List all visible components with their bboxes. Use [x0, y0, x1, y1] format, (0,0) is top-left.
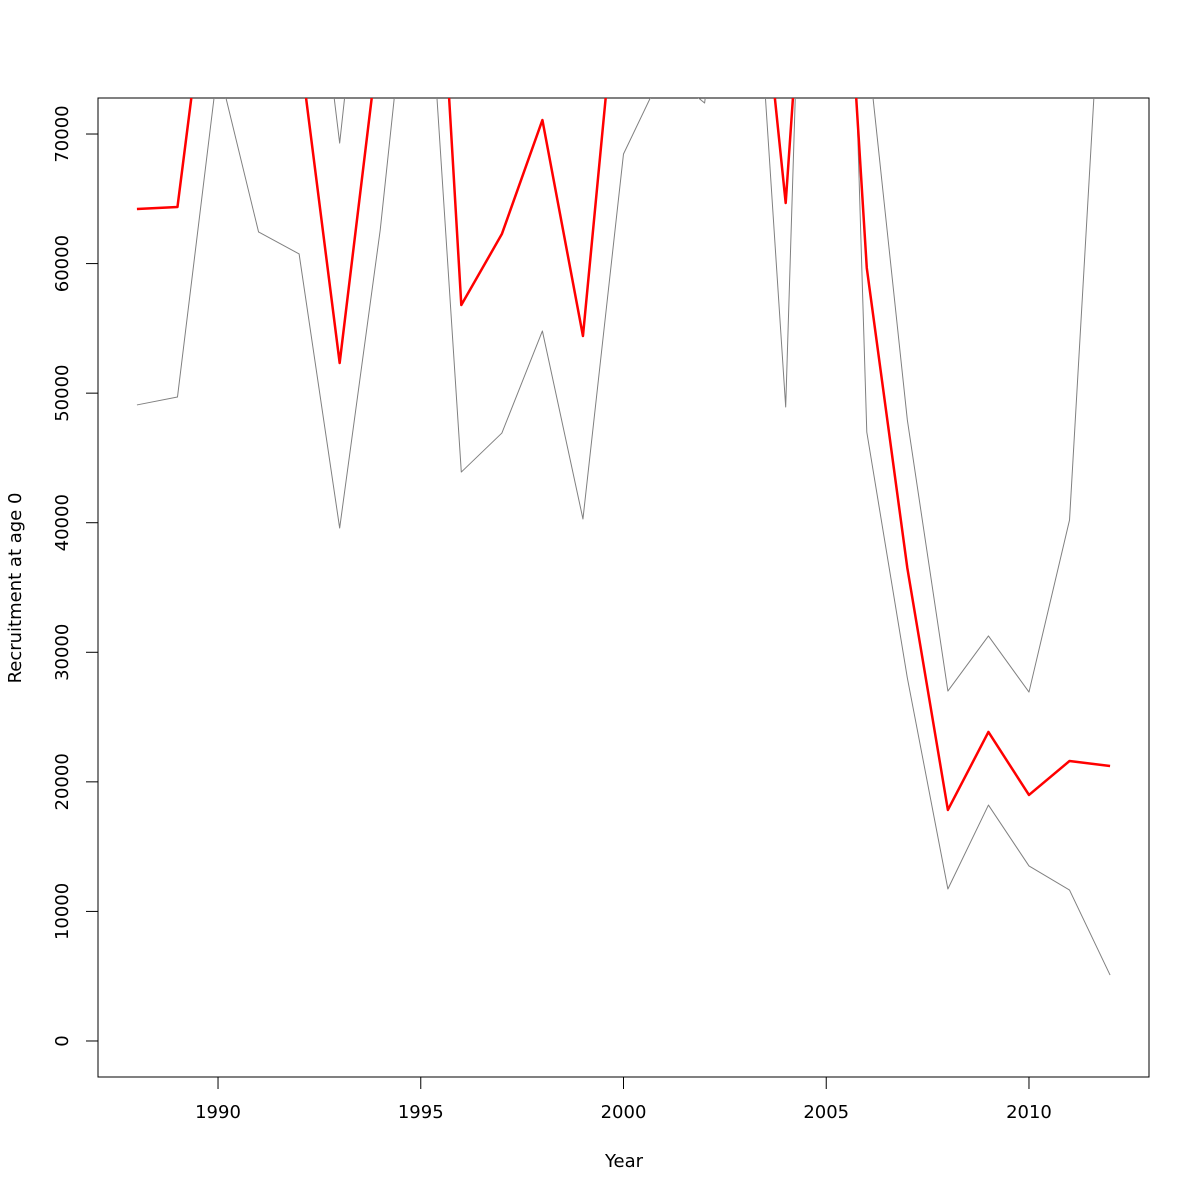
series-line	[136, 98, 1111, 976]
x-tick-label: 2010	[1006, 1102, 1052, 1123]
x-tick-label: 1995	[398, 1102, 444, 1123]
y-tick-label: 70000	[52, 105, 73, 162]
plot-area	[136, 98, 1111, 976]
y-tick-label: 20000	[52, 753, 73, 810]
x-tick-label: 2005	[803, 1102, 849, 1123]
y-tick-label: 40000	[52, 494, 73, 551]
x-tick-label: 1990	[195, 1102, 241, 1123]
series-line	[333, 98, 1095, 693]
y-tick-label: 0	[52, 1035, 73, 1046]
y-axis-label: Recruitment at age 0	[5, 493, 26, 684]
y-tick-label: 10000	[52, 883, 73, 940]
y-tick-label: 50000	[52, 365, 73, 422]
y-tick-label: 30000	[52, 624, 73, 681]
series-line	[136, 98, 1111, 812]
x-axis-label: Year	[604, 1151, 644, 1172]
x-tick-label: 2000	[601, 1102, 647, 1123]
y-tick-label: 60000	[52, 235, 73, 292]
plot-frame	[97, 97, 1150, 1078]
